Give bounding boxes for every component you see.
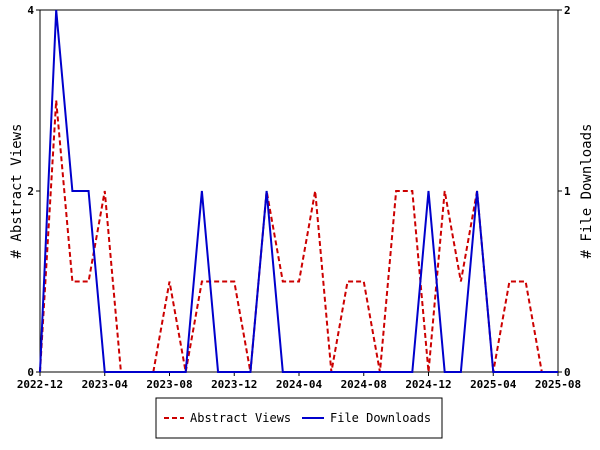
right-axis-title: # File Downloads xyxy=(579,124,595,259)
legend-label-abstract-views: Abstract Views xyxy=(190,411,291,425)
x-tick-label: 2024-12 xyxy=(405,378,451,391)
x-tick-label: 2022-12 xyxy=(17,378,63,391)
legend: Abstract Views File Downloads xyxy=(155,397,443,439)
x-tick-label: 2025-04 xyxy=(470,378,517,391)
left-tick-label: 2 xyxy=(27,185,34,198)
right-axis-ticks: 0 1 2 xyxy=(558,4,571,379)
right-tick-label: 2 xyxy=(564,4,571,17)
legend-box xyxy=(155,397,443,439)
x-tick-label: 2025-08 xyxy=(535,378,581,391)
series-layer xyxy=(39,9,558,373)
x-tick-label: 2023-04 xyxy=(82,378,129,391)
x-tick-label: 2023-08 xyxy=(146,378,192,391)
series-line-file-downloads xyxy=(39,9,558,373)
left-axis-ticks: 0 2 4 xyxy=(27,4,40,379)
right-tick-label: 0 xyxy=(564,366,571,379)
x-axis-ticks: 2022-12 2023-04 2023-08 2023-12 2024-04 2024-… xyxy=(17,372,581,391)
left-axis-title: # Abstract Views xyxy=(9,124,25,259)
plot-area xyxy=(39,9,559,373)
left-tick-label: 4 xyxy=(27,4,34,17)
x-tick-label: 2023-12 xyxy=(211,378,257,391)
left-tick-label: 0 xyxy=(27,366,34,379)
right-tick-label: 1 xyxy=(564,185,571,198)
x-tick-label: 2024-04 xyxy=(276,378,323,391)
legend-label-file-downloads: File Downloads xyxy=(330,411,431,425)
x-tick-label: 2024-08 xyxy=(341,378,387,391)
